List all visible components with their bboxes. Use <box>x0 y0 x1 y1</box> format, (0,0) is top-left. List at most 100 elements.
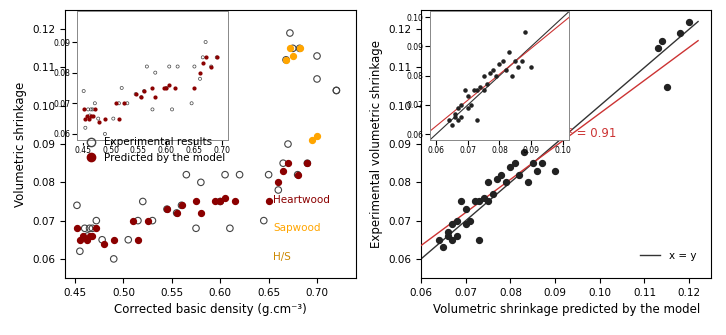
Point <box>509 160 521 166</box>
Point <box>496 172 507 177</box>
Point <box>280 57 292 63</box>
Point <box>287 53 298 59</box>
Point <box>482 199 494 204</box>
Point <box>536 160 547 166</box>
Point <box>284 30 295 36</box>
Point <box>214 199 226 204</box>
Point <box>460 206 472 212</box>
Point <box>195 210 207 216</box>
Point <box>176 203 187 208</box>
Point <box>108 256 120 262</box>
Point <box>482 180 494 185</box>
X-axis label: Corrected basic density (g.cm⁻³): Corrected basic density (g.cm⁻³) <box>114 303 307 316</box>
Point <box>652 46 664 51</box>
Point <box>171 210 182 216</box>
Point <box>486 191 498 197</box>
Point <box>195 180 207 185</box>
Point <box>91 218 102 223</box>
Point <box>505 164 516 170</box>
Point <box>277 168 289 174</box>
Point <box>500 180 512 185</box>
Point <box>330 88 342 93</box>
Point <box>108 237 120 243</box>
Point <box>442 229 454 235</box>
Point <box>83 225 95 231</box>
Point <box>210 199 221 204</box>
Point <box>674 30 686 36</box>
Point <box>77 233 89 239</box>
Point <box>531 168 543 174</box>
Point <box>301 160 313 166</box>
Point <box>518 149 530 154</box>
Point <box>132 218 144 223</box>
Point <box>127 218 139 223</box>
Point <box>190 199 202 204</box>
Point <box>161 206 173 212</box>
Point <box>294 46 306 51</box>
Point <box>277 160 289 166</box>
Point <box>147 218 158 223</box>
Point <box>301 160 313 166</box>
Point <box>540 122 552 128</box>
Point <box>446 222 458 227</box>
Legend: x = y: x = y <box>635 247 701 265</box>
Point <box>79 225 91 231</box>
Point <box>306 138 318 143</box>
Point <box>224 225 236 231</box>
Text: H/S: H/S <box>274 252 291 262</box>
Point <box>74 249 86 254</box>
Point <box>294 46 306 51</box>
Point <box>478 195 489 200</box>
Point <box>86 233 98 239</box>
Point <box>455 199 467 204</box>
Point <box>451 218 462 223</box>
Point <box>132 237 144 243</box>
Point <box>282 141 294 147</box>
Point <box>97 237 108 243</box>
Point <box>137 199 149 204</box>
Y-axis label: Volumetric shrinkage: Volumetric shrinkage <box>14 81 27 207</box>
Text: Heartwood: Heartwood <box>274 195 330 205</box>
Point <box>214 199 226 204</box>
Point <box>492 176 503 181</box>
Point <box>171 210 182 216</box>
Point <box>451 233 462 239</box>
Point <box>280 57 292 63</box>
Point <box>234 172 245 177</box>
Point <box>98 241 110 246</box>
Point <box>469 199 481 204</box>
Point <box>311 134 323 139</box>
Point <box>161 206 173 212</box>
Point <box>181 172 192 177</box>
Point <box>550 168 561 174</box>
Point <box>272 187 284 193</box>
Point <box>258 218 269 223</box>
Text: R² = 0.91: R² = 0.91 <box>560 127 616 140</box>
Point <box>86 225 98 231</box>
Point <box>433 237 445 243</box>
Point <box>473 237 485 243</box>
Point <box>219 195 231 200</box>
Point <box>82 233 94 239</box>
Point <box>263 172 274 177</box>
Point <box>292 172 303 177</box>
Point <box>656 38 668 43</box>
Point <box>523 180 534 185</box>
Point <box>142 218 153 223</box>
Point <box>311 53 323 59</box>
Text: Sapwood: Sapwood <box>274 223 321 233</box>
Point <box>442 233 454 239</box>
Point <box>263 199 274 204</box>
Point <box>287 46 298 51</box>
X-axis label: Volumetric shrinkage predicted by the model: Volumetric shrinkage predicted by the mo… <box>433 303 700 316</box>
Point <box>683 19 695 24</box>
Point <box>272 180 284 185</box>
Point <box>330 88 342 93</box>
Point <box>460 222 472 227</box>
Point <box>219 172 231 177</box>
Point <box>71 225 83 231</box>
Point <box>83 233 95 239</box>
Point <box>446 237 458 243</box>
Point <box>282 160 294 166</box>
Point <box>91 225 102 231</box>
